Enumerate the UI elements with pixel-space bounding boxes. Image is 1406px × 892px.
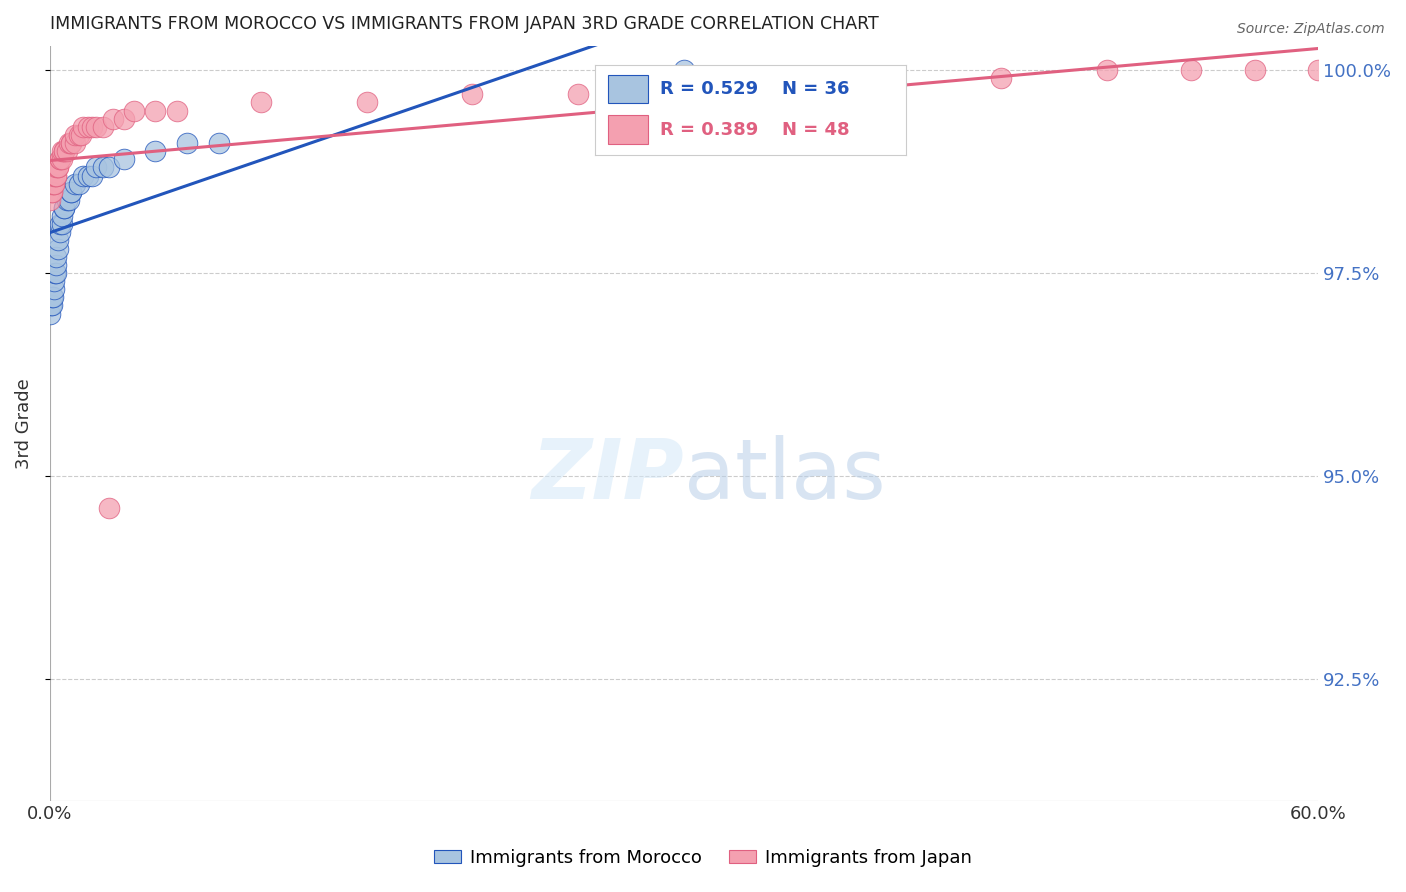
Point <box>41 185 63 199</box>
Point <box>567 87 589 102</box>
Point <box>45 161 67 175</box>
Point <box>53 145 76 159</box>
Point <box>42 290 65 304</box>
Point <box>41 298 63 312</box>
Point <box>122 103 145 118</box>
Point <box>53 201 76 215</box>
Point <box>45 250 67 264</box>
Point <box>44 266 66 280</box>
Point <box>112 112 135 126</box>
Point <box>714 79 737 94</box>
Point <box>45 169 67 183</box>
Point <box>76 120 98 134</box>
Point <box>45 266 67 280</box>
Point <box>112 153 135 167</box>
Point <box>41 290 63 304</box>
Point <box>166 103 188 118</box>
Point <box>208 136 231 150</box>
Point <box>80 120 103 134</box>
Point <box>1095 62 1118 77</box>
Point <box>72 169 94 183</box>
Point <box>1243 62 1265 77</box>
Point <box>97 161 120 175</box>
Point <box>45 169 67 183</box>
Point <box>42 274 65 288</box>
Point <box>91 120 114 134</box>
Point <box>42 282 65 296</box>
Text: ZIP: ZIP <box>531 435 683 516</box>
Point <box>39 307 62 321</box>
Point <box>59 136 82 150</box>
Point <box>53 201 76 215</box>
Point <box>59 185 82 199</box>
Point <box>91 161 114 175</box>
Point <box>49 153 72 167</box>
Point <box>59 136 82 150</box>
Point <box>84 120 107 134</box>
Point <box>80 169 103 183</box>
Point <box>46 161 69 175</box>
Point <box>46 242 69 256</box>
Text: atlas: atlas <box>683 435 886 516</box>
Point <box>63 128 86 142</box>
Point <box>58 193 80 207</box>
Point <box>53 145 76 159</box>
Point <box>59 185 82 199</box>
Point <box>42 177 65 191</box>
Point <box>51 217 73 231</box>
Point <box>39 193 62 207</box>
Point <box>250 95 273 110</box>
Point <box>67 128 90 142</box>
Point <box>42 169 65 183</box>
Point <box>63 136 86 150</box>
Point <box>46 234 69 248</box>
Point <box>41 177 63 191</box>
Point <box>145 103 167 118</box>
Point <box>1308 62 1330 77</box>
Text: IMMIGRANTS FROM MOROCCO VS IMMIGRANTS FROM JAPAN 3RD GRADE CORRELATION CHART: IMMIGRANTS FROM MOROCCO VS IMMIGRANTS FR… <box>49 15 879 33</box>
Point <box>46 161 69 175</box>
Y-axis label: 3rd Grade: 3rd Grade <box>15 378 32 468</box>
Point <box>51 209 73 223</box>
Point <box>356 95 378 110</box>
Point <box>58 136 80 150</box>
Point <box>55 193 77 207</box>
Legend: Immigrants from Morocco, Immigrants from Japan: Immigrants from Morocco, Immigrants from… <box>427 842 979 874</box>
Point <box>70 128 93 142</box>
Point <box>49 226 72 240</box>
Point <box>145 145 167 159</box>
Point <box>41 298 63 312</box>
Point <box>672 62 695 77</box>
Point <box>461 87 484 102</box>
Point <box>41 185 63 199</box>
Point <box>42 177 65 191</box>
Point <box>76 169 98 183</box>
Point <box>176 136 198 150</box>
Point <box>49 153 72 167</box>
Point <box>97 501 120 516</box>
Point <box>49 217 72 231</box>
Point <box>51 153 73 167</box>
Point <box>51 145 73 159</box>
Text: Source: ZipAtlas.com: Source: ZipAtlas.com <box>1237 22 1385 37</box>
Point <box>63 177 86 191</box>
Point <box>45 258 67 272</box>
Point <box>101 112 124 126</box>
Point <box>67 177 90 191</box>
Point <box>72 120 94 134</box>
Point <box>1180 62 1202 77</box>
Point <box>990 71 1012 86</box>
Point <box>55 145 77 159</box>
Point <box>84 161 107 175</box>
Point <box>884 71 907 86</box>
